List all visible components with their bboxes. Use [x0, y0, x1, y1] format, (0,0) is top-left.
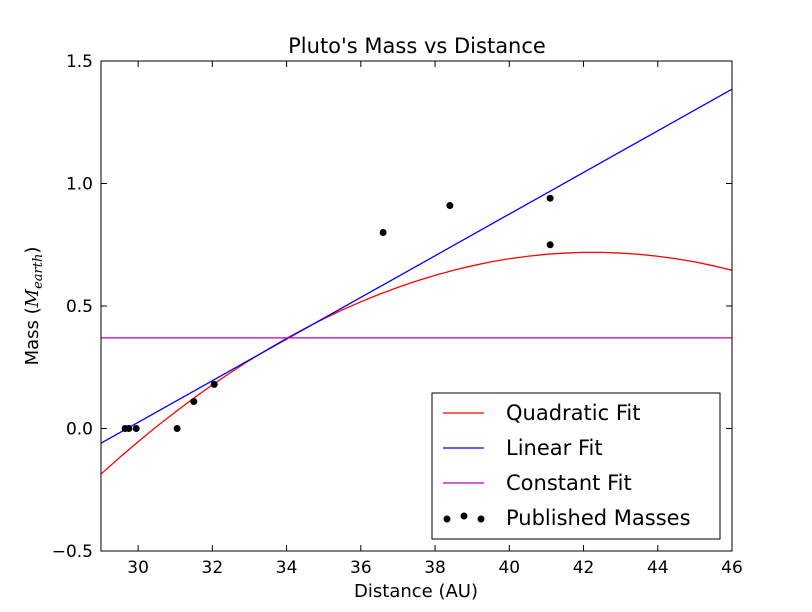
- x-tick-label: 34: [276, 558, 298, 578]
- ticks-layer: 30 32 34 36 38 40 42 44 46 −0.5 0.0 0.5 1.0 1.5: [52, 52, 743, 578]
- data-point: [546, 194, 554, 202]
- y-tick-label: 1.0: [66, 175, 93, 195]
- x-tick-label: 32: [202, 558, 224, 578]
- x-tick-label: 38: [424, 558, 446, 578]
- legend-label-linear: Linear Fit: [506, 436, 603, 460]
- data-point: [379, 229, 387, 236]
- y-axis-label: Mass (Mearth): [22, 247, 46, 366]
- series-linear-fit: [100, 88, 733, 444]
- y-axis-label-suffix: ): [22, 247, 43, 254]
- y-tick-label: 0.0: [66, 420, 93, 440]
- legend-swatch-published-dot-2: [460, 512, 468, 520]
- y-tick-label: 0.5: [66, 297, 93, 317]
- legend-swatch-published-dot-3: [477, 515, 485, 523]
- x-tick-label: 36: [350, 558, 372, 578]
- x-tick-label: 46: [721, 558, 743, 578]
- series-layer: [100, 88, 733, 475]
- x-tick-label: 42: [573, 558, 595, 578]
- legend-label-constant: Constant Fit: [506, 471, 632, 495]
- legend: Quadratic Fit Linear Fit Constant Fit Pu…: [431, 392, 721, 540]
- y-axis-label-subscript: earth: [31, 254, 46, 289]
- x-axis-label: Distance (AU): [354, 581, 478, 602]
- y-axis-label-symbol: M: [22, 288, 43, 308]
- data-point: [190, 398, 198, 406]
- chart-title: Pluto's Mass vs Distance: [288, 34, 546, 58]
- legend-box: [431, 392, 721, 540]
- x-tick-label: 30: [127, 558, 149, 578]
- data-point: [210, 380, 218, 388]
- data-point: [173, 425, 181, 432]
- legend-label-published: Published Masses: [506, 506, 691, 530]
- legend-swatch-published-dot-1: [443, 515, 451, 523]
- y-axis-label-prefix: Mass (: [22, 307, 43, 365]
- x-tick-label: 44: [647, 558, 669, 578]
- data-point: [125, 425, 133, 432]
- plot-frame: [100, 60, 733, 552]
- data-point: [446, 202, 454, 210]
- y-tick-label: 1.5: [66, 52, 93, 72]
- data-point: [132, 425, 140, 432]
- x-tick-label: 40: [498, 558, 520, 578]
- series-quadratic-fit: [100, 251, 733, 475]
- legend-label-quadratic: Quadratic Fit: [506, 401, 640, 425]
- y-tick-label: −0.5: [52, 542, 93, 562]
- data-point: [546, 241, 554, 249]
